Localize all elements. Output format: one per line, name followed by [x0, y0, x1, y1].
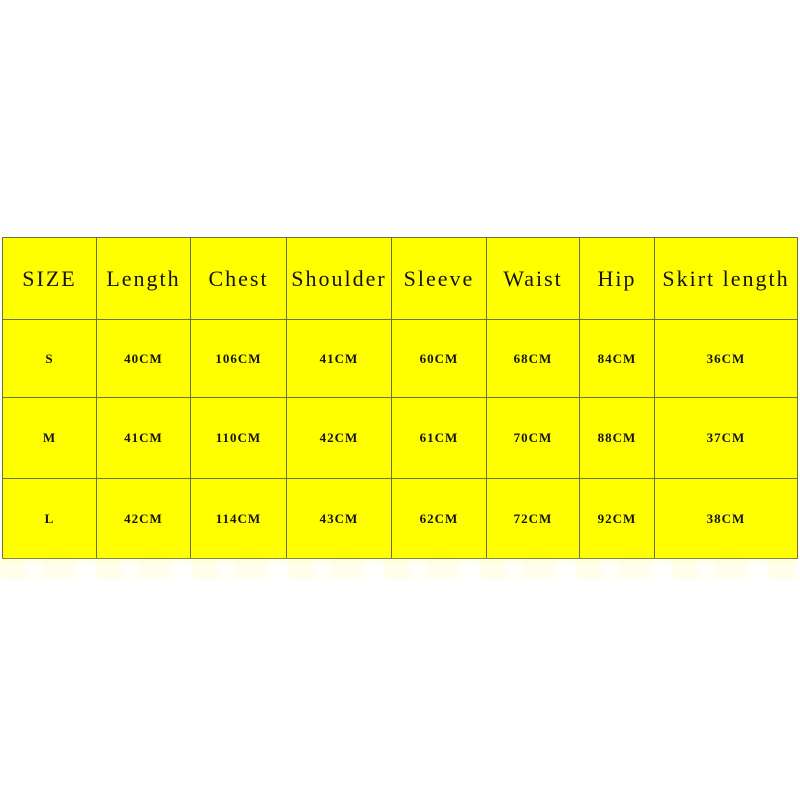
table-row-size-m: M 41CM 110CM 42CM 61CM 70CM 88CM 37CM [2, 397, 798, 479]
measurement-cell: 92CM [579, 478, 655, 559]
column-header-waist: Waist [486, 237, 580, 320]
size-label-cell: S [2, 319, 97, 398]
measurement-cell: 114CM [190, 478, 287, 559]
measurement-cell: 36CM [654, 319, 798, 398]
column-header-hip: Hip [579, 237, 655, 320]
measurement-cell: 70CM [486, 397, 580, 479]
measurement-cell: 37CM [654, 397, 798, 479]
size-label-cell: M [2, 397, 97, 479]
measurement-cell: 62CM [391, 478, 487, 559]
faded-print-artifact [0, 559, 797, 579]
measurement-cell: 38CM [654, 478, 798, 559]
header-row: SIZE Length Chest Shoulder Sleeve Waist … [2, 237, 798, 320]
measurement-cell: 41CM [96, 397, 191, 479]
table-row-size-l: L 42CM 114CM 43CM 62CM 72CM 92CM 38CM [2, 478, 798, 559]
column-header-size: SIZE [2, 237, 97, 320]
column-header-chest: Chest [190, 237, 287, 320]
measurement-cell: 110CM [190, 397, 287, 479]
measurement-cell: 106CM [190, 319, 287, 398]
measurement-cell: 42CM [286, 397, 392, 479]
measurement-cell: 41CM [286, 319, 392, 398]
size-label-cell: L [2, 478, 97, 559]
size-chart-table: SIZE Length Chest Shoulder Sleeve Waist … [2, 237, 798, 559]
measurement-cell: 43CM [286, 478, 392, 559]
measurement-cell: 72CM [486, 478, 580, 559]
measurement-cell: 68CM [486, 319, 580, 398]
measurement-cell: 84CM [579, 319, 655, 398]
column-header-sleeve: Sleeve [391, 237, 487, 320]
measurement-cell: 88CM [579, 397, 655, 479]
column-header-skirt-length: Skirt length [654, 237, 798, 320]
measurement-cell: 61CM [391, 397, 487, 479]
measurement-cell: 42CM [96, 478, 191, 559]
column-header-shoulder: Shoulder [286, 237, 392, 320]
table-row-size-s: S 40CM 106CM 41CM 60CM 68CM 84CM 36CM [2, 319, 798, 398]
column-header-length: Length [96, 237, 191, 320]
measurement-cell: 40CM [96, 319, 191, 398]
measurement-cell: 60CM [391, 319, 487, 398]
